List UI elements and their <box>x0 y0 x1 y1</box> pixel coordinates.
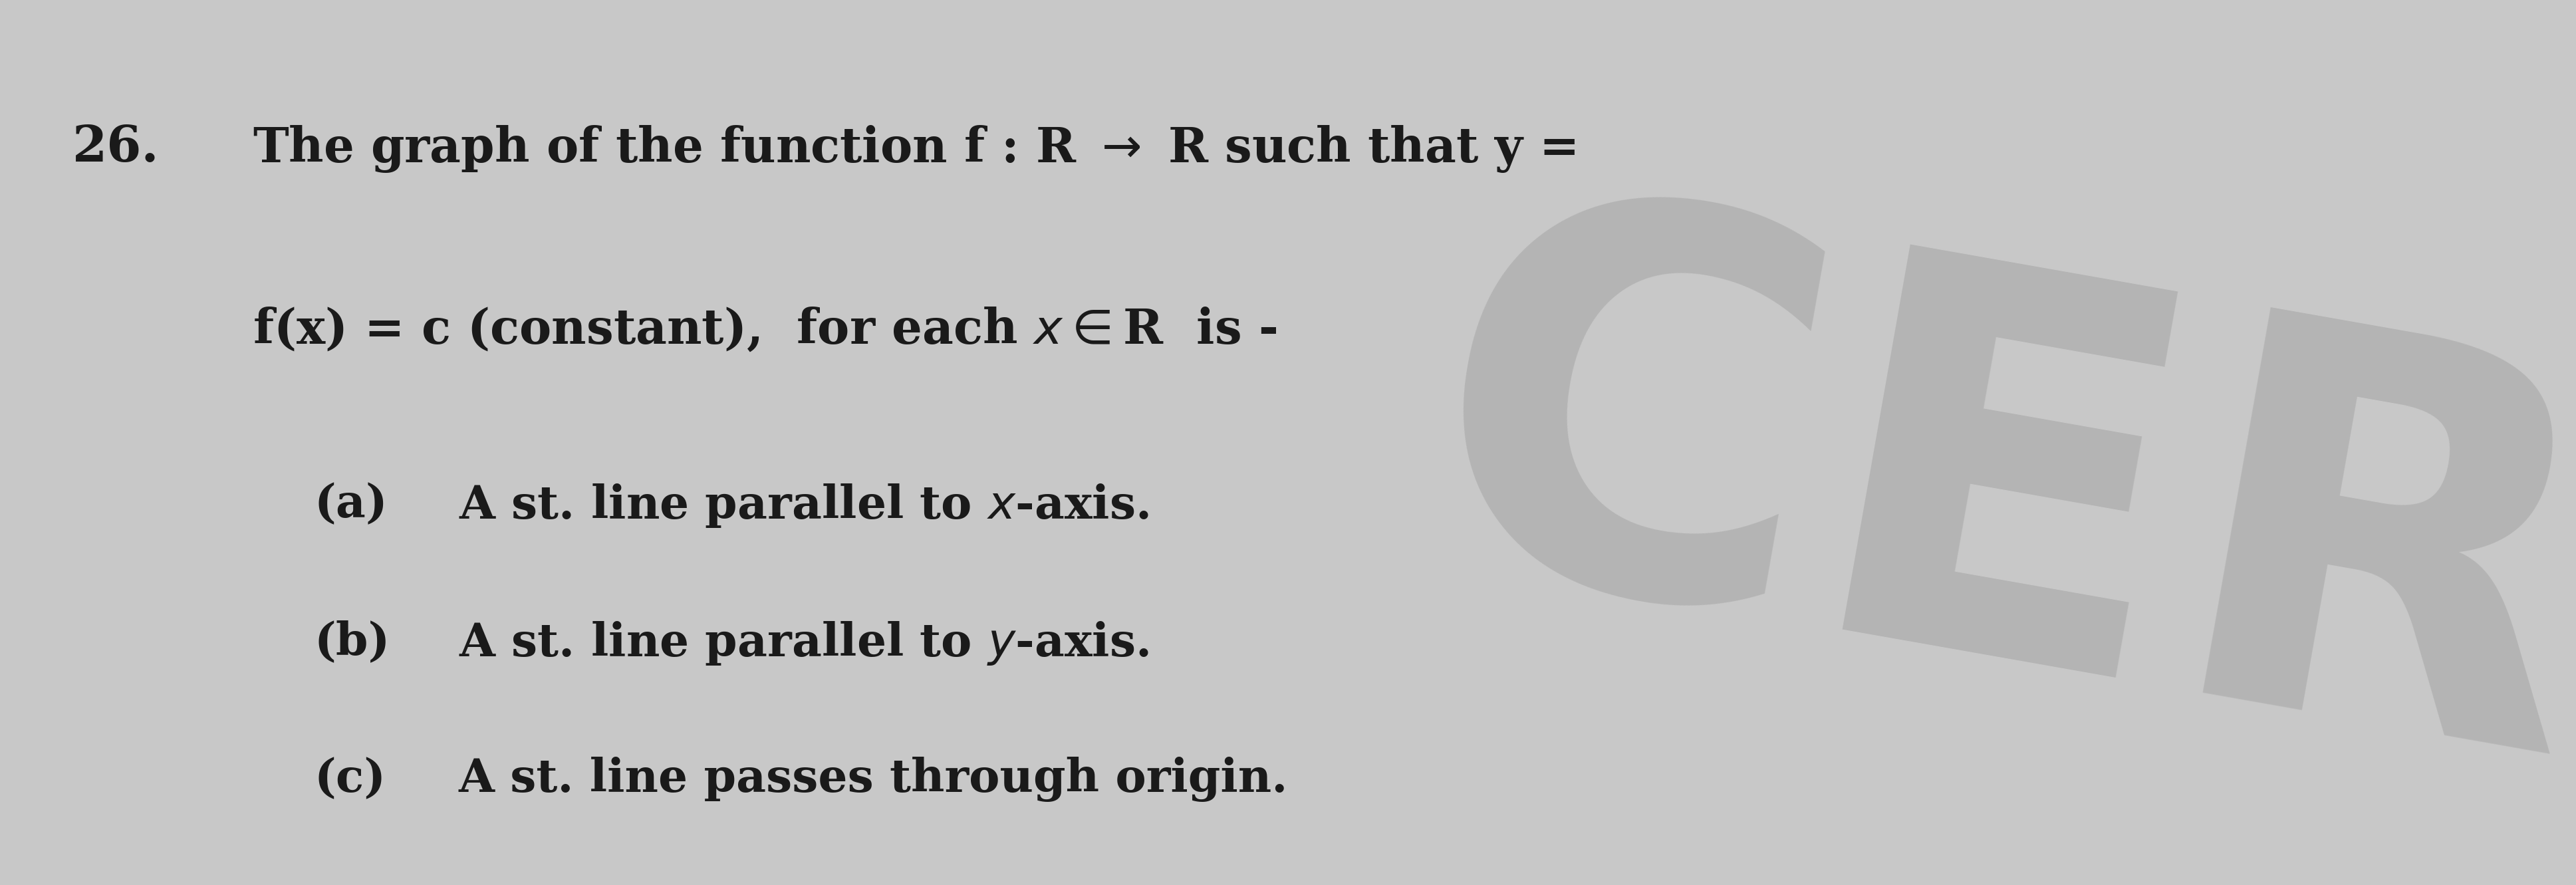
Text: A st. line passes through origin.: A st. line passes through origin. <box>459 757 1288 802</box>
Text: f(x) = c (constant),  for each $\it{x}$$\in$R  is -: f(x) = c (constant), for each $\it{x}$$\… <box>252 305 1278 353</box>
Text: CER: CER <box>1388 156 2576 871</box>
Text: A st. line parallel to $\it{x}$-axis.: A st. line parallel to $\it{x}$-axis. <box>459 482 1149 529</box>
Text: (b): (b) <box>314 620 392 664</box>
Text: The graph of the function f : R $\rightarrow$ R such that y =: The graph of the function f : R $\righta… <box>252 124 1577 174</box>
Text: 26.: 26. <box>72 124 160 173</box>
Text: A st. line parallel to $\it{y}$-axis.: A st. line parallel to $\it{y}$-axis. <box>459 620 1149 666</box>
Text: (c): (c) <box>314 757 386 801</box>
Text: (a): (a) <box>314 482 389 527</box>
